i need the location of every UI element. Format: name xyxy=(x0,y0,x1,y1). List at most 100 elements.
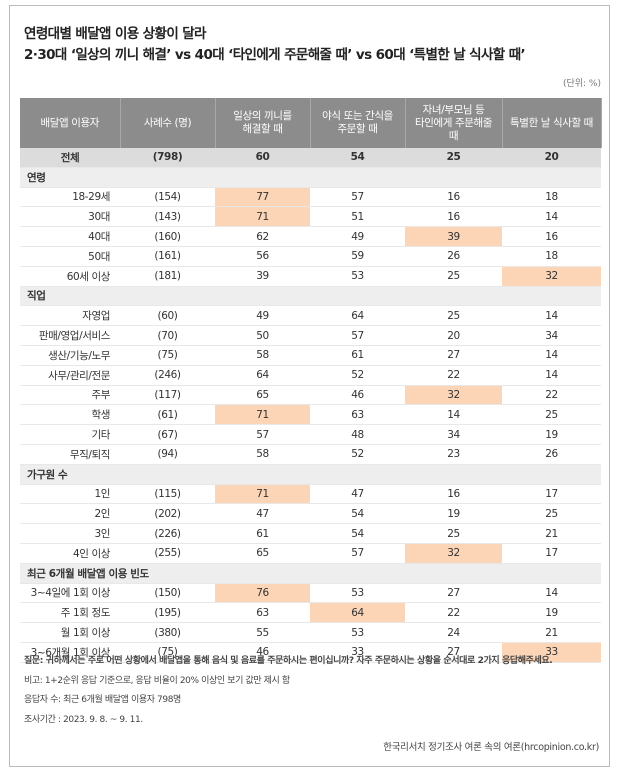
header-cell: 자녀/부모님 등 타인에게 주문해줄 때 xyxy=(405,98,503,148)
cell: (380) xyxy=(120,622,215,643)
group-label: 직업 xyxy=(20,286,601,307)
cell: 16 xyxy=(405,187,502,208)
cell: 50 xyxy=(215,325,310,346)
note: 응답자 수: 최근 6개월 배달앱 이용자 798명 xyxy=(24,695,181,705)
row-label: 2인 xyxy=(20,503,120,525)
cell: (798) xyxy=(120,148,215,168)
cell: 53 xyxy=(310,266,405,287)
row: 기타 (67) 57 48 34 19 xyxy=(20,424,601,445)
row-label: 무직/퇴직 xyxy=(20,444,120,465)
cell: 27 xyxy=(405,583,502,604)
cell: 17 xyxy=(502,543,601,564)
cell: 14 xyxy=(502,583,601,604)
cell: (75) xyxy=(120,642,215,663)
cell: 55 xyxy=(215,622,310,643)
group-row: 가구원 수 xyxy=(20,464,601,485)
unit: (단위: %) xyxy=(562,79,601,89)
note: 비고: 1+2순위 응답 기준으로, 응답 비율이 20% 이상인 보기 값만 … xyxy=(24,675,290,686)
cell: 71 xyxy=(215,206,310,228)
row: 3인 (226) 61 54 25 21 xyxy=(20,523,601,544)
cell: 64 xyxy=(310,305,405,327)
cell: (117) xyxy=(120,385,215,406)
cell: 52 xyxy=(310,365,405,386)
cell: 46 xyxy=(215,642,310,663)
row: 월 1회 이상 (380) 55 53 24 21 xyxy=(20,622,601,643)
header-cell: 특별한 날 식사할 때 xyxy=(502,98,602,148)
cell: 64 xyxy=(215,365,310,386)
row-label: 3인 xyxy=(20,523,120,544)
cell: (70) xyxy=(120,325,215,346)
cell: 57 xyxy=(215,424,310,445)
cell: 60 xyxy=(215,148,310,168)
group-label: 최근 6개월 배달앱 이용 빈도 xyxy=(20,563,601,584)
header-line: 야식 또는 간식을 xyxy=(322,110,393,122)
cell: (202) xyxy=(120,503,215,525)
header-line: 자녀/부모님 등 xyxy=(422,103,485,116)
cell: (226) xyxy=(120,523,215,544)
row-label: 학생 xyxy=(20,404,120,426)
cell: (60) xyxy=(120,305,215,327)
row: 학생 (61) 71 63 14 25 xyxy=(20,404,601,426)
row: 3~4일에 1회 이상 (150) 76 53 27 14 xyxy=(20,583,601,604)
cell: 23 xyxy=(405,444,502,465)
cell: 61 xyxy=(310,345,405,366)
total-row: 전체 (798) 60 54 25 20 xyxy=(20,148,601,168)
cell: 63 xyxy=(310,404,405,426)
title: 연령대별 배달앱 이용 상황이 달라 xyxy=(24,26,206,42)
cell: 47 xyxy=(310,484,405,505)
cell: 57 xyxy=(310,543,405,564)
row: 2인 (202) 47 54 19 25 xyxy=(20,503,601,525)
row: 4인 이상 (255) 65 57 32 17 xyxy=(20,543,601,564)
row: 40대 (160) 62 49 39 16 xyxy=(20,226,601,247)
cell: 58 xyxy=(215,345,310,366)
cell: 20 xyxy=(405,325,502,346)
cell: 54 xyxy=(310,523,405,544)
cell: 54 xyxy=(310,503,405,525)
group-row: 최근 6개월 배달앱 이용 빈도 xyxy=(20,563,601,584)
cell: 71 xyxy=(215,484,310,505)
cell: 25 xyxy=(502,503,601,525)
row: 30대 (143) 71 51 16 14 xyxy=(20,206,601,228)
cell: 34 xyxy=(502,325,601,346)
row-label: 판매/영업/서비스 xyxy=(20,325,120,346)
cell: (61) xyxy=(120,404,215,426)
row: 무직/퇴직 (94) 58 52 23 26 xyxy=(20,444,601,465)
header-cell: 사례수 (명) xyxy=(120,98,216,148)
cell: (195) xyxy=(120,602,215,624)
row: 사무/관리/전문 (246) 64 52 22 14 xyxy=(20,365,601,386)
row: 주부 (117) 65 46 32 22 xyxy=(20,385,601,406)
cell: (115) xyxy=(120,484,215,505)
cell: 22 xyxy=(405,365,502,386)
group-row: 연령 xyxy=(20,167,601,188)
header-line: 특별한 날 식사할 때 xyxy=(510,116,593,129)
group-label: 연령 xyxy=(20,167,601,188)
row: 18-29세 (154) 77 57 16 18 xyxy=(20,187,601,208)
cell: 25 xyxy=(405,523,502,544)
cell: (255) xyxy=(120,543,215,564)
table: 배달앱 이용자 사례수 (명) 일상의 끼니를 해결할 때 야식 또는 간식을 주문할 때… xyxy=(20,98,602,663)
header-line: 배달앱 이용자 xyxy=(40,116,100,129)
cell: 19 xyxy=(405,503,502,525)
cell: 25 xyxy=(502,404,601,426)
row-label: 50대 xyxy=(20,246,120,267)
cell: 26 xyxy=(405,246,502,267)
cell: 32 xyxy=(405,543,502,564)
cell: (154) xyxy=(120,187,215,208)
row-label: 사무/관리/전문 xyxy=(20,365,120,386)
cell: (75) xyxy=(120,345,215,366)
group-row: 직업 xyxy=(20,286,601,307)
note: 질문: 귀하께서는 주로 어떤 상황에서 배달앱을 통해 음식 및 음료를 주문… xyxy=(24,656,553,666)
cell: 16 xyxy=(502,226,601,247)
cell: 65 xyxy=(215,385,310,406)
row: 자영업 (60) 49 64 25 14 xyxy=(20,305,601,327)
cell: 26 xyxy=(502,444,601,465)
row: 1인 (115) 71 47 16 17 xyxy=(20,484,601,505)
cell: 24 xyxy=(405,622,502,643)
cell: 22 xyxy=(502,385,601,406)
row: 판매/영업/서비스 (70) 50 57 20 34 xyxy=(20,325,601,346)
row-label: 주 1회 정도 xyxy=(20,602,120,624)
cell: 53 xyxy=(310,583,405,604)
cell: 14 xyxy=(502,345,601,366)
cell: 18 xyxy=(502,187,601,208)
